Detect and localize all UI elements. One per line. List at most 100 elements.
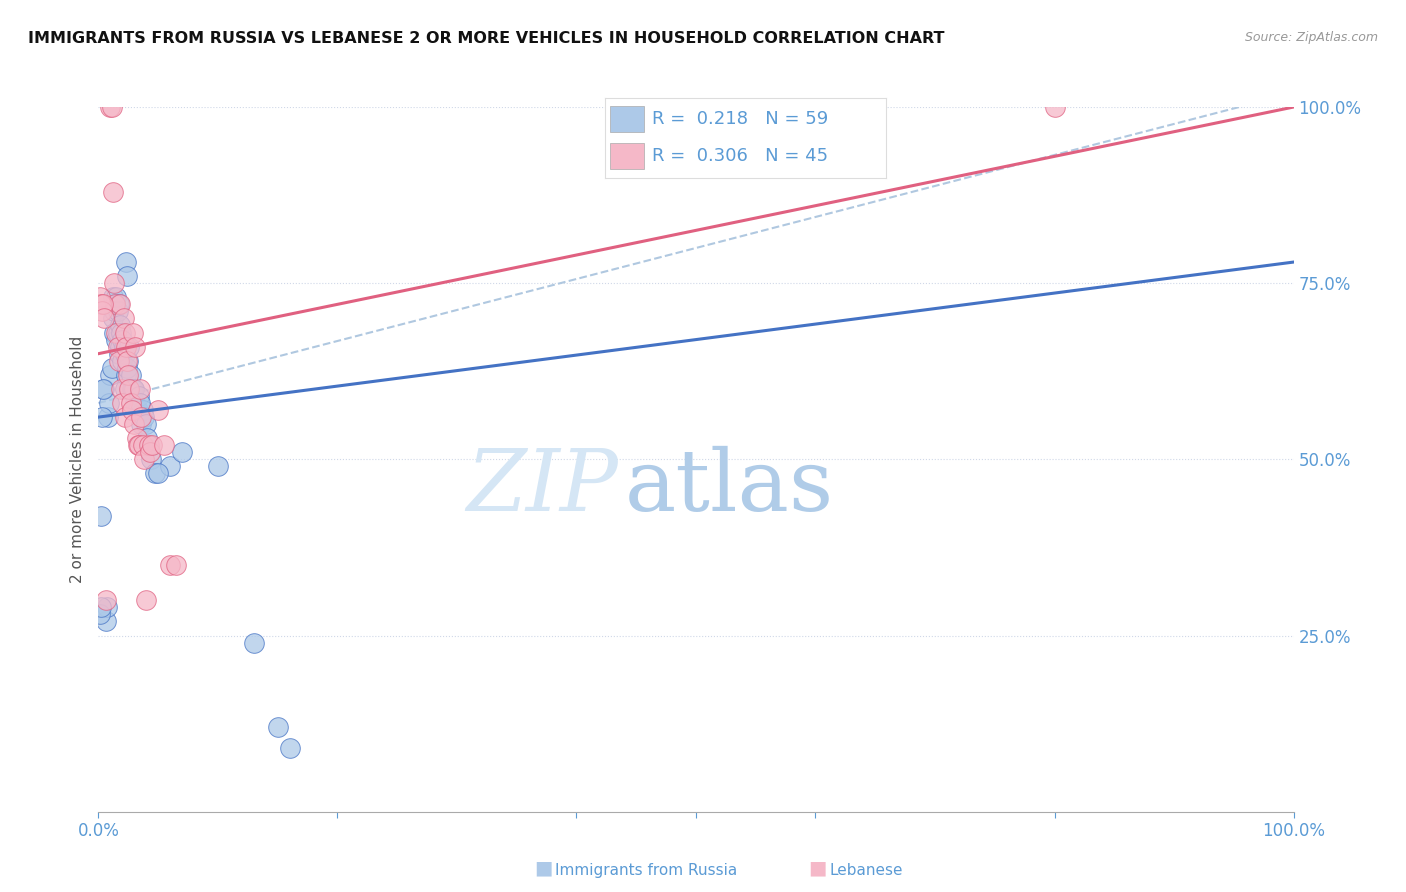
Point bbox=[107, 297, 129, 311]
Bar bbox=[610, 143, 644, 169]
Point bbox=[129, 396, 152, 410]
Point bbox=[110, 326, 132, 340]
Point bbox=[159, 459, 181, 474]
Point bbox=[122, 326, 145, 340]
Point bbox=[97, 410, 120, 425]
Point bbox=[117, 368, 139, 382]
Point bbox=[124, 340, 146, 354]
Point bbox=[139, 445, 162, 459]
Point bbox=[114, 410, 136, 425]
Point bbox=[121, 403, 143, 417]
Point bbox=[107, 340, 129, 354]
Point bbox=[98, 368, 122, 382]
Point bbox=[115, 255, 138, 269]
Text: R =  0.306   N = 45: R = 0.306 N = 45 bbox=[652, 147, 828, 165]
Point bbox=[124, 417, 146, 431]
Point bbox=[120, 396, 142, 410]
Point bbox=[207, 459, 229, 474]
Point bbox=[143, 467, 166, 481]
Point bbox=[1043, 100, 1066, 114]
Point bbox=[100, 100, 122, 114]
Point bbox=[115, 340, 138, 354]
Point bbox=[148, 467, 170, 481]
Point bbox=[153, 438, 176, 452]
Point bbox=[165, 558, 187, 573]
Point bbox=[114, 326, 136, 340]
Point bbox=[124, 382, 146, 396]
Point bbox=[135, 593, 157, 607]
Point bbox=[94, 593, 117, 607]
Point bbox=[115, 353, 138, 368]
Point bbox=[93, 311, 115, 326]
Point bbox=[101, 185, 124, 199]
Point bbox=[131, 417, 153, 431]
Point bbox=[125, 431, 148, 445]
Point bbox=[128, 438, 150, 452]
Point bbox=[139, 452, 162, 467]
Point bbox=[91, 297, 114, 311]
Point bbox=[101, 311, 124, 326]
Point bbox=[107, 346, 129, 360]
Point bbox=[90, 297, 112, 311]
Point bbox=[172, 445, 194, 459]
Text: Immigrants from Russia: Immigrants from Russia bbox=[555, 863, 738, 878]
Point bbox=[115, 368, 138, 382]
Point bbox=[131, 438, 153, 452]
Point bbox=[111, 333, 134, 347]
Point bbox=[89, 290, 111, 304]
Point bbox=[132, 452, 155, 467]
Point bbox=[108, 318, 131, 333]
Point bbox=[91, 304, 114, 318]
Point bbox=[132, 410, 155, 425]
Point bbox=[91, 382, 114, 396]
Text: R =  0.218   N = 59: R = 0.218 N = 59 bbox=[652, 110, 828, 128]
Point bbox=[101, 290, 124, 304]
Y-axis label: 2 or more Vehicles in Household: 2 or more Vehicles in Household bbox=[69, 335, 84, 583]
Bar bbox=[610, 106, 644, 132]
Point bbox=[148, 403, 170, 417]
Text: ■: ■ bbox=[534, 859, 553, 878]
Point bbox=[98, 396, 121, 410]
Point bbox=[103, 326, 125, 340]
Point bbox=[117, 353, 139, 368]
Point bbox=[104, 297, 127, 311]
Point bbox=[124, 396, 146, 410]
Point bbox=[129, 382, 152, 396]
Point bbox=[112, 340, 135, 354]
Point bbox=[122, 382, 145, 396]
Point bbox=[107, 326, 129, 340]
Point bbox=[108, 340, 131, 354]
Point bbox=[131, 410, 153, 425]
Point bbox=[121, 382, 143, 396]
Point bbox=[89, 607, 111, 622]
Point bbox=[136, 431, 159, 445]
Point bbox=[135, 417, 157, 431]
Point bbox=[100, 360, 122, 375]
Text: IMMIGRANTS FROM RUSSIA VS LEBANESE 2 OR MORE VEHICLES IN HOUSEHOLD CORRELATION C: IMMIGRANTS FROM RUSSIA VS LEBANESE 2 OR … bbox=[28, 31, 945, 46]
Point bbox=[114, 382, 136, 396]
Point bbox=[90, 508, 112, 523]
Point bbox=[111, 353, 134, 368]
Point bbox=[127, 438, 149, 452]
Point bbox=[267, 720, 290, 734]
Point bbox=[91, 410, 114, 425]
Point bbox=[93, 382, 115, 396]
Point bbox=[243, 635, 266, 649]
Point bbox=[115, 360, 138, 375]
Point bbox=[107, 353, 129, 368]
Point bbox=[159, 558, 181, 573]
Point bbox=[278, 741, 301, 756]
Point bbox=[107, 304, 129, 318]
Point bbox=[131, 403, 153, 417]
Point bbox=[98, 100, 122, 114]
Point bbox=[96, 600, 118, 615]
Point bbox=[112, 311, 135, 326]
Point bbox=[90, 600, 112, 615]
Point bbox=[94, 615, 117, 629]
Text: atlas: atlas bbox=[624, 446, 834, 529]
Point bbox=[141, 438, 163, 452]
Point bbox=[104, 297, 127, 311]
Point bbox=[115, 269, 138, 284]
Point bbox=[105, 326, 128, 340]
Text: Lebanese: Lebanese bbox=[830, 863, 903, 878]
